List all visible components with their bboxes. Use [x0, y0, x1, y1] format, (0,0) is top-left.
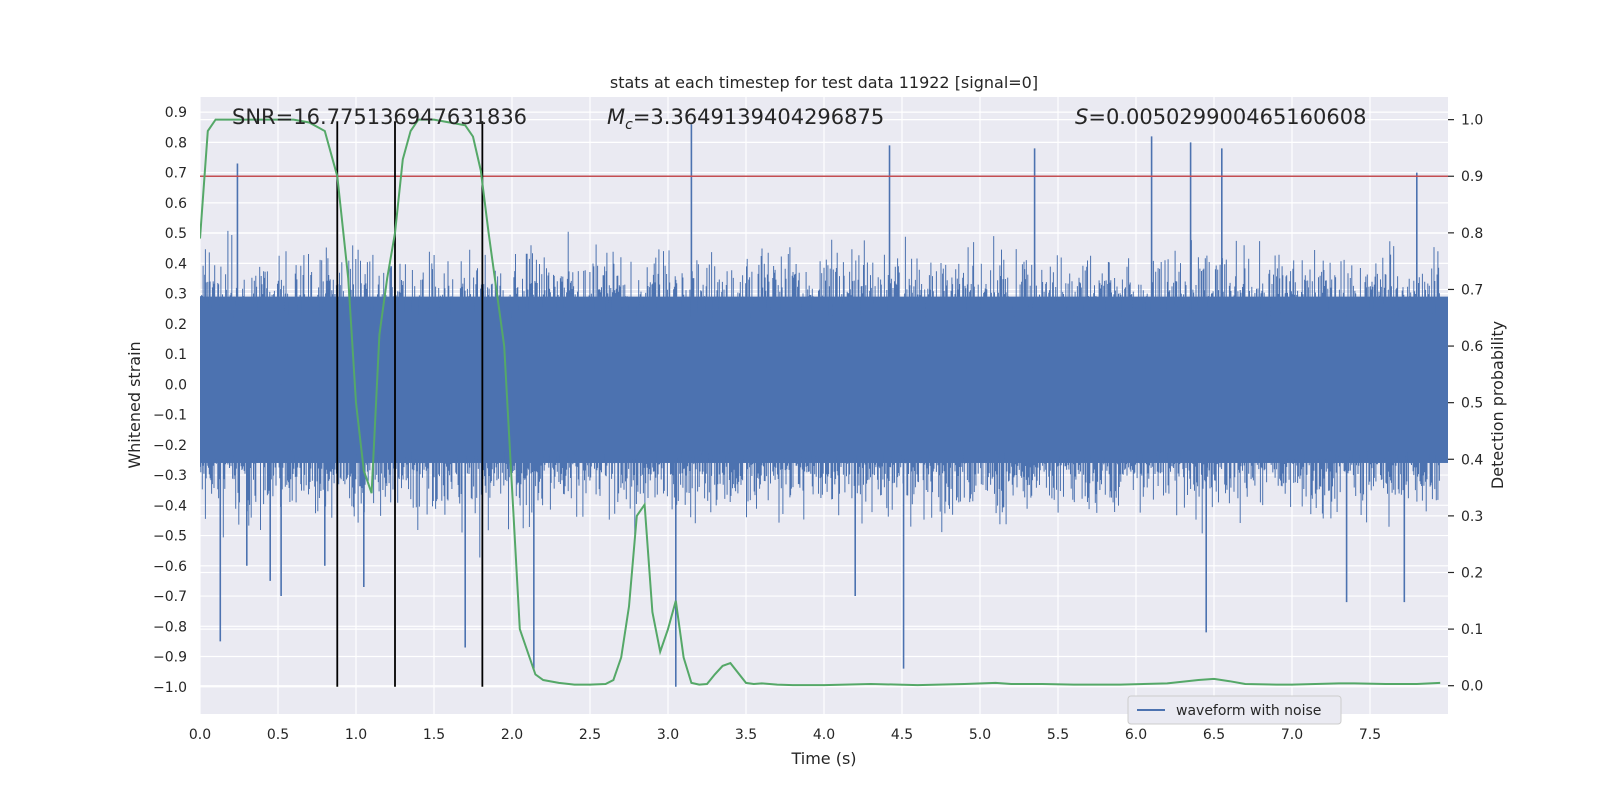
x-tick-label: 1.0	[345, 727, 367, 743]
x-axis-label: Time (s)	[790, 749, 856, 768]
y-tick-label: 0.2	[165, 317, 187, 333]
x-tick-label: 5.5	[1047, 727, 1069, 743]
y-tick-label: −0.6	[153, 559, 187, 575]
y-tick-label: 0.9	[165, 105, 187, 121]
x-tick-label: 5.0	[969, 727, 991, 743]
y-right-tick-label: 0.1	[1461, 622, 1483, 638]
y-tick-label: 0.7	[165, 166, 187, 182]
y-right-tick-label: 0.6	[1461, 339, 1483, 355]
chirp-mass-symbol: M	[607, 105, 625, 129]
y-tick-label: −0.8	[153, 619, 187, 635]
y-tick-label: 0.1	[165, 347, 187, 363]
y-right-tick-label: 0.5	[1461, 396, 1483, 412]
x-tick-label: 2.0	[501, 727, 523, 743]
x-tick-label: 2.5	[579, 727, 601, 743]
x-tick-label: 4.5	[891, 727, 913, 743]
y-tick-label: 0.6	[165, 196, 187, 212]
y-tick-label: −0.4	[153, 498, 187, 514]
s-annotation: S=0.005029900465160608	[1075, 105, 1366, 129]
y-tick-label: −1.0	[153, 680, 187, 696]
y-tick-label: 0.4	[165, 256, 187, 272]
y-right-tick-label: 1.0	[1461, 113, 1483, 129]
y-right-tick-label: 0.0	[1461, 679, 1483, 695]
x-tick-label: 7.0	[1281, 727, 1303, 743]
y-right-tick-label: 0.7	[1461, 282, 1483, 298]
detection-probability-line	[200, 118, 1441, 687]
y-tick-label: −0.9	[153, 650, 187, 666]
x-tick-label: 1.5	[423, 727, 445, 743]
x-tick-label: 3.0	[657, 727, 679, 743]
y-right-tick-label: 0.9	[1461, 169, 1483, 185]
y-right-tick-label: 0.3	[1461, 509, 1483, 525]
overlays	[200, 118, 1448, 687]
snr-annotation: SNR=16.775136947631836	[232, 105, 527, 129]
x-tick-label: 6.0	[1125, 727, 1147, 743]
chirp-mass-subscript: c	[625, 117, 633, 133]
chart-title: stats at each timestep for test data 119…	[610, 73, 1038, 92]
y-tick-label: 0.8	[165, 135, 187, 151]
x-tick-label: 7.5	[1359, 727, 1381, 743]
y-tick-label: 0.0	[165, 377, 187, 393]
y-tick-label: 0.3	[165, 287, 187, 303]
legend-box	[1127, 695, 1342, 725]
y-right-tick-label: 0.4	[1461, 452, 1483, 468]
y-tick-label: −0.1	[153, 408, 187, 424]
y-tick-label: 0.5	[165, 226, 187, 242]
x-axis-ticks: 0.0 0.5 1.0 1.5 2.0 2.5 3.0 3.5 4.0 4.5 5.0 5.5 6.0 6…	[189, 727, 1381, 743]
y-right-tick-label: 0.8	[1461, 226, 1483, 242]
y-tick-label: −0.7	[153, 589, 187, 605]
y-axis-ticks: 0.9 0.8 0.7 0.6 0.5 0.4 0.3 0.2 0.1 0.0 −0.1 −0.2 −0…	[153, 105, 187, 696]
legend-label: waveform with noise	[1176, 703, 1321, 719]
y-axis-label: Whitened strain	[125, 341, 144, 468]
x-tick-label: 4.0	[813, 727, 835, 743]
waveform-series	[200, 124, 1448, 687]
s-value: =0.005029900465160608	[1088, 105, 1366, 129]
s-symbol: S	[1075, 105, 1088, 129]
y-tick-label: −0.5	[153, 529, 187, 545]
x-tick-label: 0.0	[189, 727, 211, 743]
y-right-tick-label: 0.2	[1461, 565, 1483, 581]
y-tick-label: −0.3	[153, 468, 187, 484]
y-right-axis-label: Detection probability	[1488, 321, 1507, 489]
y-tick-label: −0.2	[153, 438, 187, 454]
x-tick-label: 3.5	[735, 727, 757, 743]
legend: waveform with noise	[1127, 695, 1342, 725]
x-tick-label: 0.5	[267, 727, 289, 743]
x-tick-label: 6.5	[1203, 727, 1225, 743]
y-right-axis-ticks: 1.0 0.9 0.8 0.7 0.6 0.5 0.4 0.3 0.2 0.1 0.0	[1448, 113, 1483, 695]
chirp-mass-value: =3.3649139404296875	[633, 105, 884, 129]
chirp-mass-annotation: Mc=3.3649139404296875	[607, 105, 884, 133]
